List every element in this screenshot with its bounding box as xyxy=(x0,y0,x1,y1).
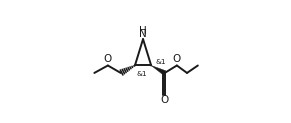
Polygon shape xyxy=(151,66,166,75)
Text: N: N xyxy=(139,29,147,39)
Text: H: H xyxy=(139,26,147,36)
Text: &1: &1 xyxy=(136,71,147,77)
Text: O: O xyxy=(161,95,169,105)
Text: O: O xyxy=(104,54,112,64)
Text: &1: &1 xyxy=(156,59,166,65)
Text: O: O xyxy=(173,54,181,64)
